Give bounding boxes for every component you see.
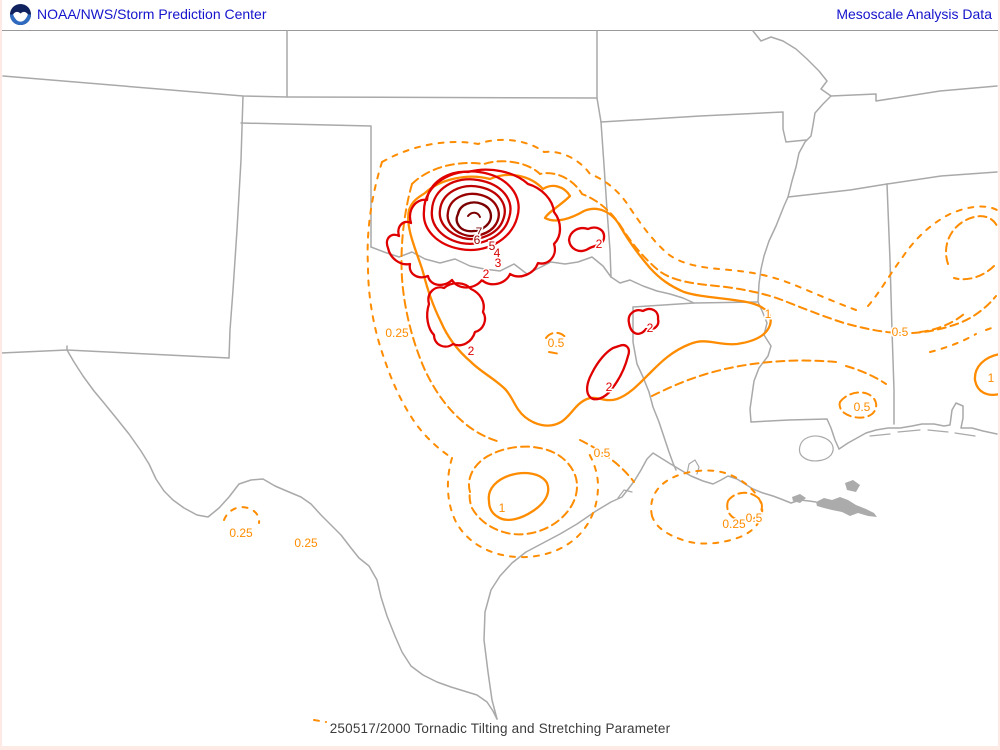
contour-label: 5: [489, 239, 496, 253]
contour-label: 2: [606, 380, 613, 394]
border-ar-la: [632, 301, 758, 308]
noaa-logo-icon: [9, 3, 32, 26]
state-borders: [0, 30, 998, 720]
contour-label: 1: [988, 371, 995, 385]
contour-label: 6: [474, 233, 481, 247]
contour-label: 0.5: [892, 325, 909, 339]
border-ks-mo: [596, 30, 602, 123]
page-edge-bottom: [0, 746, 1000, 750]
contour-2-okarkansas: [627, 307, 660, 335]
tx-bays: [617, 459, 700, 499]
contour-label: 0.25: [229, 526, 253, 540]
contour-2-east-small: [567, 226, 606, 253]
contour-label: 0.5: [548, 336, 565, 350]
contour-label: 0.25: [294, 536, 318, 550]
mississippi-river: [749, 30, 832, 423]
contour-label: 0.5: [746, 511, 763, 525]
red-river: [370, 246, 612, 278]
border-tx-panhandle: [240, 122, 372, 248]
contour-label: 2: [468, 344, 475, 358]
contour-0.5-dashed: [400, 160, 998, 536]
header-product-title: Mesoscale Analysis Data: [836, 6, 992, 22]
border-ky-tn: [830, 85, 998, 102]
contour-label: 4: [494, 246, 501, 260]
contour-label: 0.25: [722, 517, 746, 531]
contour-3: [422, 170, 520, 252]
contour-label: 2: [647, 321, 654, 335]
border-tn-south: [787, 171, 998, 198]
border-la-ms-31n: [750, 418, 840, 450]
contour-label: 1: [499, 501, 506, 515]
contour-6: [446, 192, 500, 238]
border-32n: [0, 345, 230, 359]
contour-label: 2: [596, 237, 603, 251]
border-ok-ar: [600, 121, 612, 278]
header-bar: NOAA/NWS/Storm Prediction Center Mesosca…: [0, 0, 1000, 30]
contour-4: [430, 178, 512, 245]
contour-center-hook: [467, 211, 481, 218]
ms-al-coast: [838, 402, 998, 450]
lake-pontchartrain: [798, 435, 834, 462]
contour-2-netexas: [585, 344, 630, 401]
header-station-title[interactable]: NOAA/NWS/Storm Prediction Center: [37, 6, 267, 22]
barrier-islands: [869, 429, 976, 437]
page-edge-right: [998, 0, 1000, 750]
border-nm-tx: [228, 95, 244, 359]
contour-label: 0.5: [854, 400, 871, 414]
page-edge-left: [0, 0, 2, 750]
red-river-ar: [610, 276, 695, 304]
map-caption: 250517/2000 Tornadic Tilting and Stretch…: [329, 721, 671, 736]
contour-label: 1: [765, 307, 772, 321]
contour-label: 2: [483, 267, 490, 281]
rio-grande: [66, 349, 498, 720]
contour-2-main: [385, 168, 562, 289]
contour-1-solid: [407, 173, 1000, 521]
border-ms-al: [886, 183, 895, 425]
gulf-coast: [483, 452, 817, 720]
border-mo-ar-bootheel: [600, 111, 807, 143]
contour-0.25-dashed: [223, 138, 998, 723]
contour-red-group: [385, 168, 660, 401]
border-tx-la: [632, 306, 677, 471]
contour-2-nwtexas: [426, 282, 487, 348]
contour-label: 0.5: [594, 446, 611, 460]
mississippi-delta: [792, 480, 877, 517]
contour-label: 0.25: [385, 326, 409, 340]
contour-label: 3: [495, 256, 502, 270]
contour-7: [455, 201, 493, 233]
contour-label: 7: [476, 225, 483, 239]
contour-5: [438, 184, 506, 241]
border-37n: [2, 75, 598, 99]
